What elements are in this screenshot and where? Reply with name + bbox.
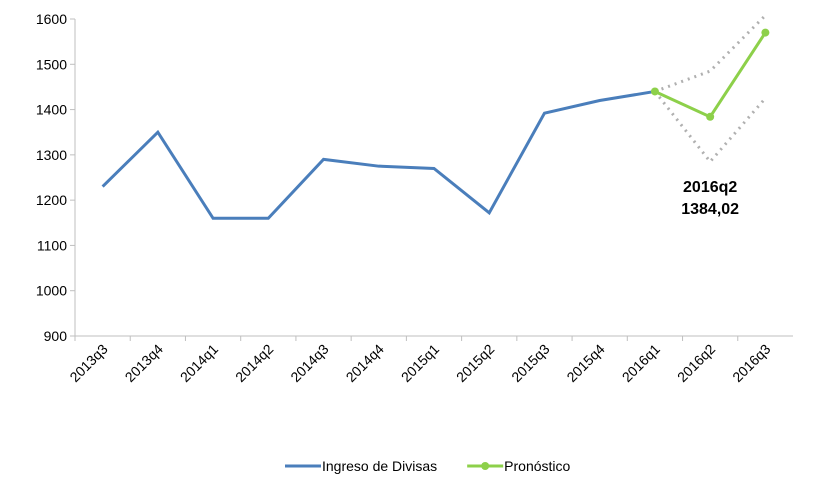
x-tick-label: 2014q2 [232,341,276,385]
marker [650,87,659,96]
y-tick-label: 1600 [36,11,67,27]
marker [761,28,770,37]
x-tick-label: 2013q4 [122,341,166,385]
y-tick-label: 1200 [36,192,67,208]
bound-line [654,14,767,93]
y-tick-label: 1300 [36,147,67,163]
series-line [654,31,767,119]
x-tick-label: 2013q3 [66,341,110,385]
y-tick-label: 900 [44,328,68,344]
annotation-value: 1384,02 [681,201,739,218]
annotation-category: 2016q2 [683,179,737,196]
bound-line [653,90,767,165]
x-tick-label: 2014q1 [177,341,221,385]
x-tick-label: 2016q3 [729,341,773,385]
marker [706,112,715,121]
legend-label: Ingreso de Divisas [322,458,437,474]
x-tick-label: 2014q3 [287,341,331,385]
legend-marker [481,462,490,470]
x-tick-label: 2014q4 [343,341,387,385]
y-tick-label: 1400 [36,102,67,118]
x-tick-label: 2015q3 [508,341,552,385]
y-tick-label: 1100 [37,237,67,253]
x-tick-label: 2015q1 [398,341,442,385]
y-tick-label: 1000 [36,283,67,299]
x-tick-label: 2015q2 [453,341,497,385]
legend-label: Pronóstico [504,458,570,474]
y-tick-label: 1500 [36,56,67,72]
x-tick-label: 2016q1 [619,341,663,385]
x-tick-label: 2015q4 [563,341,607,385]
series-line [101,89,656,220]
x-tick-label: 2016q2 [674,341,718,385]
